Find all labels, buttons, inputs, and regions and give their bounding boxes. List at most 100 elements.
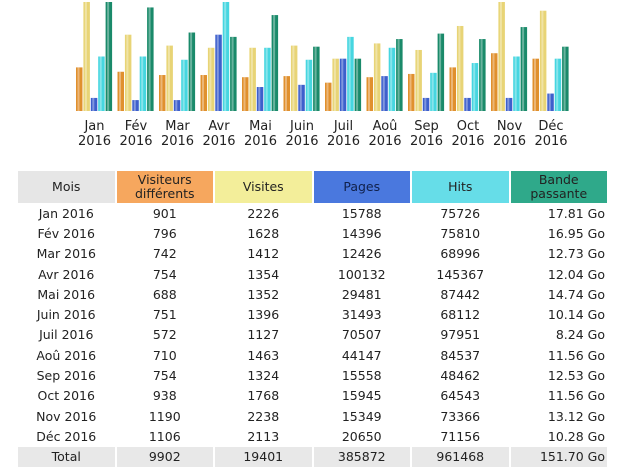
bar-4-déc xyxy=(554,58,562,111)
bar-highlight xyxy=(107,2,110,111)
bar-highlight xyxy=(209,47,212,111)
table-cell: 97951 xyxy=(440,327,481,343)
bar-highlight xyxy=(167,45,170,111)
bar-highlight xyxy=(382,76,385,111)
bar-1-avr xyxy=(200,75,207,111)
table-cell: 14.74 Go xyxy=(547,286,605,302)
table-cell: 1768 xyxy=(247,388,280,404)
table-cell: 64543 xyxy=(440,388,481,404)
bar-1-aoû xyxy=(366,77,373,111)
x-tick-label: Sep xyxy=(414,119,439,134)
table-cell: 8.24 Go xyxy=(555,327,605,343)
bar-highlight xyxy=(160,75,163,111)
table-cell: 2226 xyxy=(247,205,280,221)
bar-highlight xyxy=(231,36,234,111)
table-row: Sep 2016 754 1324 15558 48462 12.53 Go xyxy=(18,365,607,385)
bar-highlight xyxy=(299,84,302,111)
bar-2-juil xyxy=(332,58,339,111)
bar-highlight xyxy=(563,46,566,111)
table-cell: 1352 xyxy=(247,286,280,302)
table-cell: 12426 xyxy=(341,246,382,262)
bar-highlight xyxy=(141,56,144,111)
bar-4-jan xyxy=(98,56,105,111)
bar-highlight xyxy=(458,25,461,112)
table-cell: Nov 2016 xyxy=(36,408,97,424)
bar-highlight xyxy=(92,97,95,111)
table-cell: Déc 2016 xyxy=(36,428,97,444)
table-cell: 1396 xyxy=(247,307,280,323)
table-cell: 9902 xyxy=(116,446,213,467)
x-tick-label: 2016 xyxy=(368,134,401,149)
bar-highlight xyxy=(84,2,87,111)
bar-4-mar xyxy=(181,59,188,111)
bar-2-déc xyxy=(539,10,547,111)
table-cell: 31493 xyxy=(341,307,382,323)
bar-highlight xyxy=(341,58,344,111)
x-tick-label: 2016 xyxy=(493,134,526,149)
table-cell: 20650 xyxy=(341,428,382,444)
x-tick-label: 2016 xyxy=(534,134,567,149)
table-cell: Avr 2016 xyxy=(38,266,95,282)
table-cell: Total xyxy=(18,446,115,467)
table-cell: 13.12 Go xyxy=(547,408,605,424)
bar-3-fév xyxy=(132,100,139,111)
bar-highlight xyxy=(356,58,359,111)
bar-1-nov xyxy=(491,53,498,111)
table-cell: Juil 2016 xyxy=(39,327,94,343)
bar-4-juil xyxy=(347,36,354,111)
table-cell: Fév 2016 xyxy=(37,225,95,241)
table-cell: 29481 xyxy=(341,286,382,302)
bar-5-juin xyxy=(313,46,320,111)
table-cell: 73366 xyxy=(440,408,481,424)
x-tick-label: 2016 xyxy=(410,134,443,149)
x-tick-label: Jan xyxy=(83,119,104,134)
bar-highlight xyxy=(473,63,476,111)
bar-5-sep xyxy=(437,33,445,111)
bar-highlight xyxy=(439,33,442,111)
table-cell: 796 xyxy=(152,225,177,241)
header-bandwidth: Bande passante xyxy=(510,171,607,203)
bar-4-mai xyxy=(264,47,271,111)
table-cell: 1354 xyxy=(247,266,280,282)
bar-highlight xyxy=(148,7,151,112)
table-row: Aoû 2016 710 1463 44147 84537 11.56 Go xyxy=(18,345,607,365)
bar-3-juil xyxy=(339,58,347,111)
bar-4-nov xyxy=(513,56,520,111)
bar-highlight xyxy=(451,67,453,111)
table-row: Juin 2016 751 1396 31493 68112 10.14 Go xyxy=(18,304,607,324)
bar-highlight xyxy=(99,56,102,111)
bar-highlight xyxy=(534,58,536,111)
bar-highlight xyxy=(126,34,129,112)
table-cell: 84537 xyxy=(440,347,481,363)
bar-1-oct xyxy=(449,67,456,111)
bar-highlight xyxy=(292,45,295,111)
bar-3-sep xyxy=(422,97,430,111)
table-cell: 15945 xyxy=(341,388,382,404)
table-cell: 1463 xyxy=(247,347,280,363)
bar-2-juin xyxy=(290,45,298,111)
bar-5-nov xyxy=(520,27,528,111)
x-tick-label: 2016 xyxy=(244,134,277,149)
bar-highlight xyxy=(285,76,287,111)
bar-highlight xyxy=(375,43,378,111)
table-cell: 901 xyxy=(152,205,177,221)
bar-3-mar xyxy=(173,100,181,111)
bar-highlight xyxy=(556,58,559,111)
bar-5-déc xyxy=(562,46,569,111)
bar-highlight xyxy=(507,97,510,111)
bar-highlight xyxy=(265,47,268,111)
x-tick-label: 2016 xyxy=(327,134,360,149)
table-cell: 572 xyxy=(152,327,177,343)
bar-2-jan xyxy=(83,2,90,111)
table-row: Mar 2016 742 1412 12426 68996 12.73 Go xyxy=(18,244,607,264)
table-cell: 75726 xyxy=(440,205,481,221)
bar-4-oct xyxy=(471,63,479,111)
table-cell: 938 xyxy=(152,388,177,404)
bar-highlight xyxy=(397,39,400,112)
x-tick-label: Oct xyxy=(457,119,479,134)
table-cell: 100132 xyxy=(337,266,386,282)
x-tick-label: Mar xyxy=(165,119,190,134)
table-cell: 11.56 Go xyxy=(547,388,605,404)
table-cell: 1127 xyxy=(247,327,280,343)
bar-highlight xyxy=(216,34,219,112)
